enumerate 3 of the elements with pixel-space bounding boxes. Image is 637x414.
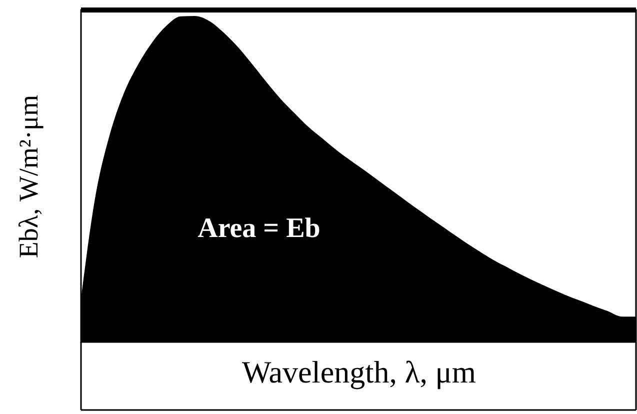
x-axis-title: Wavelength, λ, μm: [242, 354, 476, 390]
y-axis-title: Ebλ, W/m²·μm: [14, 94, 44, 258]
annotation: Area = Eb: [198, 213, 320, 244]
